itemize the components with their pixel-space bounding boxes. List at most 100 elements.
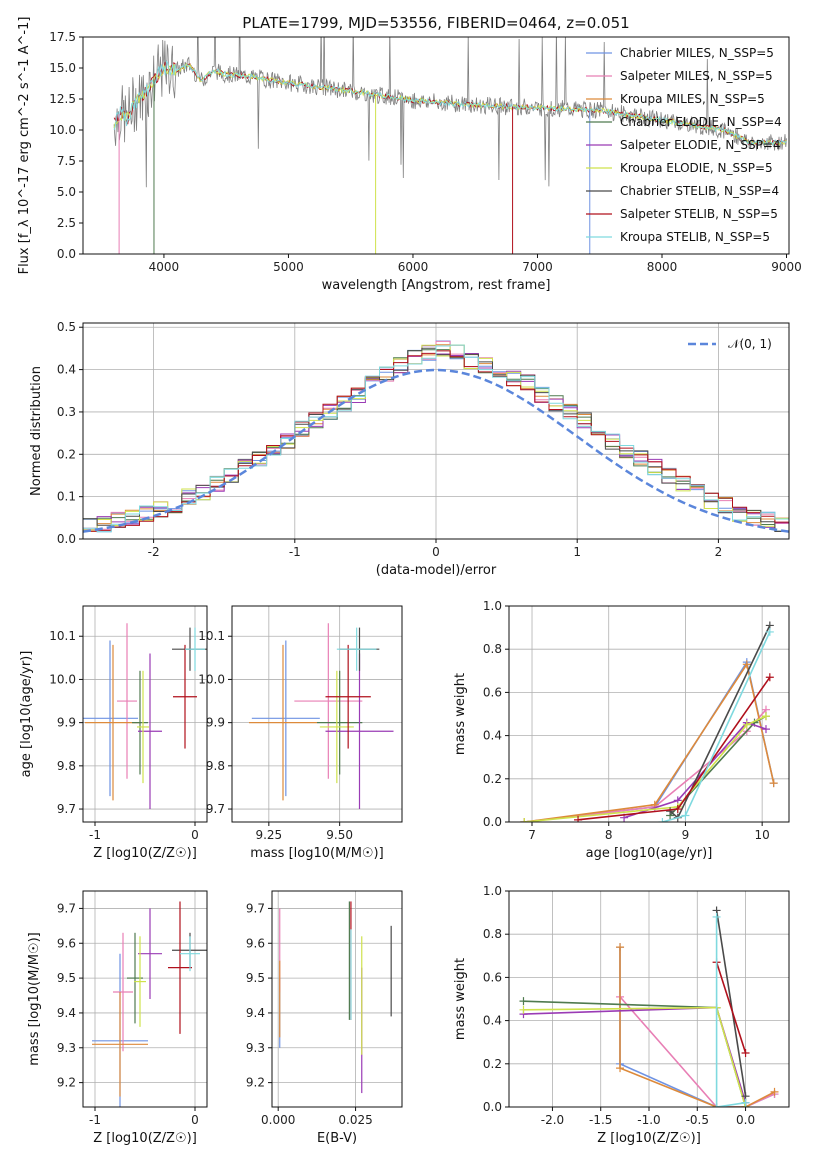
x-tick-label: 8000 xyxy=(647,260,678,274)
weight-point-4 xyxy=(761,725,770,734)
weight-point-8 xyxy=(681,811,690,820)
x-axis-label: mass [log10(M/M☉)] xyxy=(250,846,383,861)
y-tick-label: 9.4 xyxy=(57,1006,76,1020)
x-tick-label: -1.0 xyxy=(637,1113,660,1127)
x-axis-label: Z [log10(Z/Z☉)] xyxy=(597,1131,701,1146)
weight-point-3 xyxy=(519,997,528,1006)
y-tick-label: 9.9 xyxy=(57,716,76,730)
massweight_vs_age-marks xyxy=(520,621,778,822)
y-tick-label: 9.4 xyxy=(246,1006,265,1020)
x-tick-label: 6000 xyxy=(398,260,429,274)
model-spectrum-8 xyxy=(113,59,787,146)
plot-frame xyxy=(508,890,790,1108)
x-tick-label: 0.0 xyxy=(736,1113,755,1127)
y-tick-label: 0.2 xyxy=(57,447,76,461)
weight-series-1 xyxy=(619,996,775,1107)
weight-point-2 xyxy=(769,779,778,788)
y-tick-label: 9.8 xyxy=(57,759,76,773)
x-tick-label: 9.25 xyxy=(255,828,282,842)
y-tick-label: 0.6 xyxy=(483,970,502,984)
legend-entry-2: Kroupa MILES, N_SSP=5 xyxy=(620,92,765,106)
weight-point-8 xyxy=(658,818,667,822)
spectrum-marks xyxy=(113,37,787,254)
plot-frame xyxy=(271,890,403,1108)
legend-entry-5: Kroupa ELODIE, N_SSP=5 xyxy=(620,161,773,175)
weight-point-8 xyxy=(741,1098,750,1107)
residuals-marks xyxy=(83,340,789,537)
spectrum-panel: 4000 5000 6000 7000 8000 9000 0.0 2.5 5.0 7.5 10.0… xyxy=(17,17,802,293)
normal-reference-curve xyxy=(83,368,789,533)
x-tick-label: 0 xyxy=(191,828,199,842)
weight-series-6 xyxy=(715,910,747,1097)
x-axis-label: Z [log10(Z/Z☉)] xyxy=(93,846,197,861)
y-tick-label: 0.2 xyxy=(483,772,502,786)
y-tick-label: 0.4 xyxy=(483,1014,502,1028)
y-tick-label: 9.7 xyxy=(206,802,225,816)
weight-series-8 xyxy=(715,916,746,1107)
y-tick-label: 0.1 xyxy=(57,490,76,504)
y-tick-label: 9.2 xyxy=(57,1076,76,1090)
weight-series-7 xyxy=(715,962,747,1054)
histogram-series-8 xyxy=(83,344,789,533)
y-tick-label: 9.6 xyxy=(57,936,76,950)
y-tick-label: 0.4 xyxy=(57,363,76,377)
weight-point-7 xyxy=(741,1049,750,1057)
weight-point-8 xyxy=(712,1103,721,1107)
x-axis-label: age [log10(age/yr)] xyxy=(586,846,713,861)
y-axis-label: mass [log10(M/M☉)] xyxy=(27,932,42,1065)
legend-entry-3: Chabrier ELODIE, N_SSP=4 xyxy=(620,115,782,129)
weight-point-5 xyxy=(742,720,751,729)
residuals-panel: -2 -1 0 1 2 0.0 0.1 0.2 0.3 0.4 0.5 (data-model)/er… xyxy=(29,320,790,578)
plot-frame xyxy=(82,36,790,255)
weight-point-2 xyxy=(616,943,625,952)
weight-series-1 xyxy=(524,709,767,822)
y-tick-label: 0.4 xyxy=(483,729,502,743)
y-tick-label: 10.0 xyxy=(49,123,76,137)
x-tick-label: -1 xyxy=(289,545,301,559)
plot-frame xyxy=(82,605,208,823)
massweight_vs_age-panel: 7 8 9 10 0.0 0.2 0.4 0.6 0.8 1.0 age [log10(age/yr… xyxy=(453,599,790,861)
x-tick-label: -1.5 xyxy=(589,1113,612,1127)
x-tick-label: 4000 xyxy=(149,260,180,274)
y-tick-label: 0.0 xyxy=(483,1100,502,1114)
y-tick-label: 9.3 xyxy=(57,1041,76,1055)
x-tick-label: 9000 xyxy=(771,260,802,274)
weight-point-7 xyxy=(673,805,682,814)
y-axis-label: Flux [f_λ 10^-17 erg cm^-2 s^-1 A^-1] xyxy=(17,17,32,275)
x-tick-label: -0.5 xyxy=(686,1113,709,1127)
x-axis-label: wavelength [Angstrom, rest frame] xyxy=(322,278,551,293)
y-tick-label: 1.0 xyxy=(483,884,502,898)
y-axis-label: mass weight xyxy=(453,673,468,755)
y-tick-label: 0.0 xyxy=(57,247,76,261)
legend-normal-label: 𝒩(0, 1) xyxy=(728,337,772,351)
y-axis-label: age [log10(age/yr)] xyxy=(19,651,34,778)
y-tick-label: 0.8 xyxy=(483,927,502,941)
y-tick-label: 9.5 xyxy=(246,971,265,985)
plot-frame xyxy=(82,890,208,1108)
y-tick-label: 0.0 xyxy=(57,532,76,546)
age_vs_Z-marks xyxy=(83,623,207,810)
x-tick-label: 8 xyxy=(605,828,613,842)
y-tick-label: 9.6 xyxy=(246,936,265,950)
legend-entry-0: Chabrier MILES, N_SSP=5 xyxy=(620,46,774,60)
x-tick-label: 2 xyxy=(715,545,723,559)
x-tick-label: 9.50 xyxy=(326,828,353,842)
x-axis-label: (data-model)/error xyxy=(376,563,497,578)
weight-series-4 xyxy=(523,1006,747,1103)
y-tick-label: 17.5 xyxy=(49,30,76,44)
weight-series-5 xyxy=(523,1006,747,1107)
spectrum-legend: Chabrier MILES, N_SSP=5 Salpeter MILES, N… xyxy=(586,46,782,244)
weight-point-2 xyxy=(742,660,751,669)
massweight_vs_Z-marks xyxy=(519,906,779,1107)
histogram-series-5 xyxy=(83,344,789,532)
age_vs_mass-panel: 9.25 9.50 9.7 9.8 9.9 10.0 10.1 mass [log10(M/M… xyxy=(198,605,403,861)
y-tick-label: 10.1 xyxy=(198,629,225,643)
y-tick-label: 9.7 xyxy=(57,901,76,915)
y-tick-label: 9.9 xyxy=(206,716,225,730)
y-tick-label: 9.7 xyxy=(246,901,265,915)
y-tick-label: 2.5 xyxy=(57,216,76,230)
weight-series-7 xyxy=(577,676,771,821)
y-tick-label: 10.0 xyxy=(198,672,225,686)
y-tick-label: 12.5 xyxy=(49,92,76,106)
